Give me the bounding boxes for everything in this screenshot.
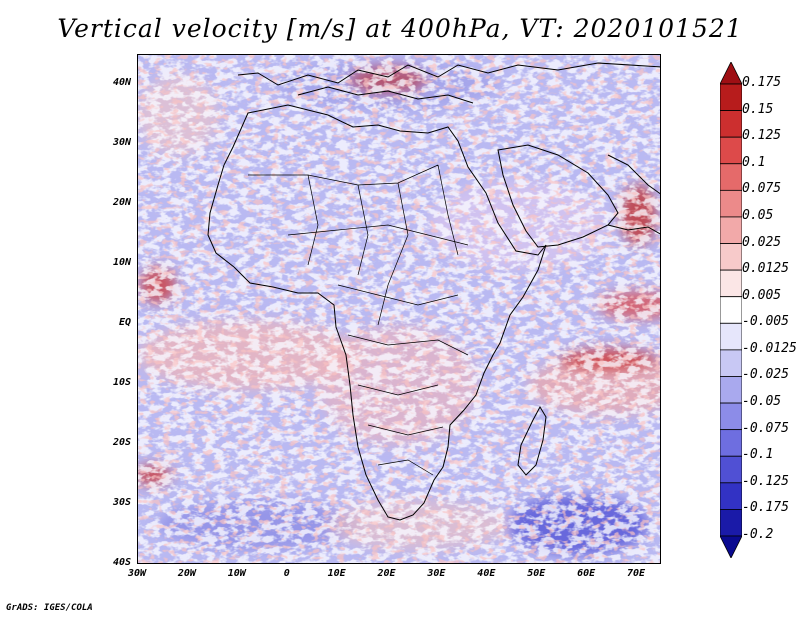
- colorbar-tick-label: 0.15: [742, 101, 774, 117]
- coastline-madagascar: [517, 405, 547, 476]
- colorbar-bottom-arrow: [720, 535, 742, 558]
- colorbar-segment: [720, 482, 742, 510]
- coastline-africa: [207, 104, 547, 521]
- colorbar-segment: [720, 163, 742, 191]
- lon-tick-label: 20W: [177, 568, 196, 579]
- lon-tick-label: 20E: [377, 568, 396, 579]
- lon-tick-label: 0: [283, 568, 290, 579]
- coastline-asia: [607, 154, 660, 235]
- colorbar-segment: [720, 110, 742, 138]
- lat-tick-label: 10S: [112, 377, 131, 388]
- colorbar-segment: [720, 455, 742, 484]
- colorbar-segment: [720, 269, 742, 298]
- colorbar-segment: [720, 296, 742, 324]
- colorbar-tick-label: -0.125: [742, 473, 789, 489]
- lat-tick-label: 20S: [112, 437, 131, 448]
- lat-tick-label: 30S: [112, 497, 131, 508]
- colorbar-tick-label: 0.125: [742, 128, 782, 144]
- lon-tick-label: 60E: [577, 568, 596, 579]
- lon-tick-label: 30E: [427, 568, 446, 579]
- coastline-europe: [237, 62, 660, 86]
- lat-tick-label: 10N: [112, 257, 131, 268]
- lon-tick-label: 10W: [227, 568, 246, 579]
- lat-tick-label: EQ: [118, 317, 131, 328]
- colorbar: [720, 62, 742, 558]
- colorbar-top-arrow: [720, 62, 742, 85]
- colorbar-tick-label: 0.05: [742, 207, 774, 223]
- colorbar-tick-label: 0.005: [742, 287, 782, 303]
- colorbar-tick-label: 0.0125: [742, 261, 789, 277]
- colorbar-segment: [720, 216, 742, 244]
- colorbar-segment: [720, 429, 742, 457]
- colorbar-tick-label: 0.175: [742, 75, 782, 90]
- colorbar-segment: [720, 83, 742, 111]
- lon-tick-label: 50E: [527, 568, 546, 579]
- footer-credit: GrADS: IGES/COLA: [6, 603, 93, 613]
- coastline-arabia: [497, 144, 619, 248]
- map-panel: [137, 54, 661, 564]
- colorbar-segment: [720, 402, 742, 431]
- chart-title: Vertical velocity [m/s] at 400hPa, VT: 2…: [57, 14, 743, 43]
- colorbar-tick-label: -0.075: [742, 420, 789, 436]
- colorbar-tick-label: -0.2: [742, 527, 774, 542]
- colorbar-tick-label: 0.075: [742, 181, 782, 197]
- colorbar-tick-label: 0.025: [742, 234, 782, 250]
- lon-tick-label: 40E: [477, 568, 496, 579]
- lat-tick-label: 40S: [112, 557, 131, 568]
- colorbar-tick-label: -0.05: [742, 394, 782, 410]
- colorbar-segment: [720, 189, 742, 218]
- lat-tick-label: 40N: [112, 77, 131, 88]
- lat-tick-label: 30N: [112, 137, 131, 148]
- map-field: [138, 55, 660, 563]
- colorbar-segment: [720, 509, 742, 537]
- lon-tick-label: 70E: [627, 568, 646, 579]
- country-borders: [248, 164, 469, 476]
- colorbar-segment: [720, 243, 742, 271]
- colorbar-tick-label: -0.1: [742, 447, 774, 463]
- lon-tick-label: 10E: [327, 568, 346, 579]
- lat-tick-label: 20N: [112, 197, 131, 208]
- colorbar-segment: [720, 349, 742, 377]
- colorbar-segment: [720, 322, 742, 351]
- colorbar-tick-label: 0.1: [742, 154, 766, 170]
- field-texture-red: [138, 55, 660, 563]
- colorbar-tick-label: -0.175: [742, 500, 789, 516]
- coastlines: [207, 62, 660, 521]
- colorbar-tick-label: -0.005: [742, 314, 789, 330]
- colorbar-segment: [720, 136, 742, 165]
- colorbar-tick-label: -0.025: [742, 367, 789, 383]
- colorbar-tick-label: -0.0125: [742, 340, 797, 356]
- colorbar-segment: [720, 376, 742, 404]
- lon-tick-label: 30W: [127, 568, 147, 579]
- coastline-mediterranean: [297, 86, 474, 104]
